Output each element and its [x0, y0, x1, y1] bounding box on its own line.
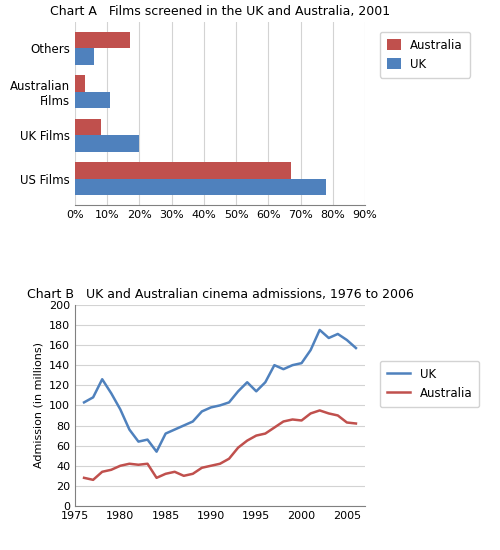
- UK: [172, 426, 177, 433]
- UK: [290, 362, 296, 369]
- Australia: [208, 463, 214, 469]
- Line: Australia: Australia: [84, 410, 356, 480]
- Australia: [272, 424, 278, 431]
- Australia: [190, 470, 196, 477]
- Australia: [172, 469, 177, 475]
- UK: [353, 345, 359, 351]
- Australia: [154, 475, 160, 481]
- UK: [108, 390, 114, 397]
- Y-axis label: Admission (in millions): Admission (in millions): [34, 343, 43, 469]
- Bar: [75, 31, 130, 48]
- Australia: [199, 464, 205, 471]
- Australia: [217, 460, 223, 467]
- Australia: [108, 466, 114, 473]
- Bar: [75, 119, 101, 135]
- Bar: [75, 75, 85, 92]
- UK: [199, 408, 205, 415]
- UK: [190, 418, 196, 425]
- Australia: [99, 469, 105, 475]
- UK: [244, 379, 250, 386]
- Australia: [144, 460, 150, 467]
- UK: [181, 422, 187, 429]
- UK: [235, 388, 241, 394]
- Australia: [308, 410, 314, 417]
- UK: [126, 426, 132, 433]
- Australia: [90, 476, 96, 483]
- Title: Chart A   Films screened in the UK and Australia, 2001: Chart A Films screened in the UK and Aus…: [50, 5, 390, 18]
- UK: [308, 346, 314, 353]
- Australia: [353, 420, 359, 427]
- Australia: [262, 430, 268, 437]
- Legend: Australia, UK: Australia, UK: [380, 31, 470, 78]
- Bar: [75, 92, 110, 108]
- Australia: [253, 432, 259, 439]
- Australia: [326, 410, 332, 417]
- Bar: [75, 179, 326, 195]
- Australia: [280, 418, 286, 425]
- UK: [118, 406, 124, 412]
- UK: [262, 379, 268, 386]
- UK: [253, 388, 259, 394]
- UK: [280, 366, 286, 372]
- UK: [326, 335, 332, 342]
- UK: [217, 402, 223, 409]
- Australia: [226, 455, 232, 462]
- UK: [81, 399, 87, 406]
- UK: [162, 430, 168, 437]
- UK: [90, 394, 96, 400]
- Australia: [244, 437, 250, 444]
- Line: UK: UK: [84, 330, 356, 452]
- Australia: [316, 407, 322, 414]
- UK: [335, 331, 341, 337]
- Australia: [335, 412, 341, 419]
- Australia: [290, 416, 296, 423]
- Australia: [136, 461, 141, 468]
- UK: [272, 362, 278, 369]
- Australia: [235, 444, 241, 451]
- Australia: [344, 419, 350, 426]
- Bar: [75, 48, 94, 65]
- Australia: [118, 463, 124, 469]
- Australia: [181, 472, 187, 479]
- UK: [316, 327, 322, 333]
- Bar: [75, 135, 140, 152]
- Australia: [298, 417, 304, 424]
- Bar: [75, 162, 291, 179]
- UK: [344, 337, 350, 343]
- UK: [99, 376, 105, 383]
- UK: [208, 404, 214, 411]
- Australia: [126, 460, 132, 467]
- UK: [226, 399, 232, 406]
- Legend: UK, Australia: UK, Australia: [380, 361, 480, 407]
- Title: Chart B   UK and Australian cinema admissions, 1976 to 2006: Chart B UK and Australian cinema admissi…: [26, 288, 413, 301]
- UK: [298, 360, 304, 366]
- UK: [154, 448, 160, 455]
- UK: [136, 438, 141, 445]
- Australia: [81, 475, 87, 481]
- Australia: [162, 470, 168, 477]
- UK: [144, 436, 150, 443]
